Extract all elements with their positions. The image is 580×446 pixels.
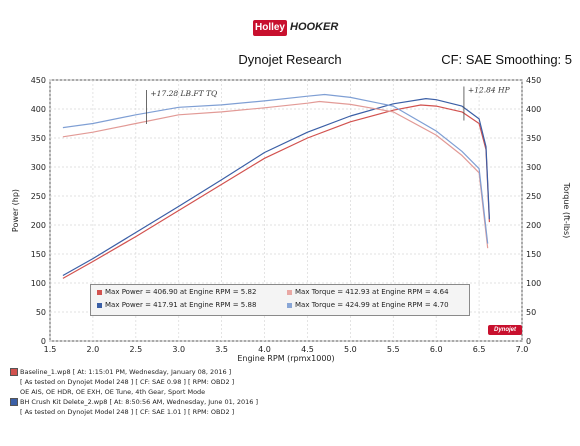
run-modified-file: BH Crush Kit Delete_2.wp8 [ At: 8:50:56 … xyxy=(10,397,258,407)
handwritten-annotation: +17.28 LB.FT TQ xyxy=(150,89,217,98)
y-tick-label-left: 50 xyxy=(36,308,46,317)
y-tick-label-right: 350 xyxy=(526,134,541,143)
holley-logo: Holley xyxy=(253,20,287,36)
x-tick-label: 1.5 xyxy=(44,345,57,354)
y-axis-label-left: Power (hp) xyxy=(11,189,20,232)
y-tick-label-right: 0 xyxy=(526,337,531,346)
dynojet-badge: Dynojet xyxy=(488,325,522,335)
run-info: Baseline_1.wp8 [ At: 1:15:01 PM, Wednesd… xyxy=(10,367,258,417)
run-modified-setup: [ As tested on Dynojet Model 248 ] [ CF:… xyxy=(20,408,235,416)
x-axis-label: Engine RPM (rpmx1000) xyxy=(237,354,334,363)
x-tick-label: 7.0 xyxy=(516,345,529,354)
x-tick-label: 5.0 xyxy=(344,345,357,354)
series-power-modified xyxy=(62,97,490,277)
y-tick-label-right: 150 xyxy=(526,250,541,259)
y-tick-label-right: 400 xyxy=(526,105,541,114)
x-tick-label: 3.0 xyxy=(172,345,185,354)
legend-row-baseline-torque: Max Torque = 412.93 at Engine RPM = 4.64 xyxy=(287,288,449,296)
y-tick-label-left: 0 xyxy=(41,337,46,346)
max-values-legend: Max Power = 406.90 at Engine RPM = 5.82 … xyxy=(90,284,470,316)
y-tick-label-left: 450 xyxy=(31,76,46,85)
series-power-baseline xyxy=(62,104,490,279)
y-tick-label-left: 350 xyxy=(31,134,46,143)
run-swatch-baseline xyxy=(10,368,18,376)
run-baseline-file: Baseline_1.wp8 [ At: 1:15:01 PM, Wednesd… xyxy=(10,367,258,377)
series-torque-baseline xyxy=(62,100,489,249)
y-tick-label-left: 150 xyxy=(31,250,46,259)
x-tick-label: 5.5 xyxy=(387,345,400,354)
y-tick-label-left: 100 xyxy=(31,279,46,288)
chart-title: Dynojet Research xyxy=(238,52,342,67)
y-tick-label-left: 300 xyxy=(31,163,46,172)
x-tick-label: 2.0 xyxy=(87,345,100,354)
legend-marker-modified-torque xyxy=(287,302,292,308)
y-tick-label-right: 200 xyxy=(526,221,541,230)
x-tick-label: 2.5 xyxy=(129,345,142,354)
y-tick-label-right: 100 xyxy=(526,279,541,288)
legend-row-baseline-power: Max Power = 406.90 at Engine RPM = 5.82 xyxy=(97,288,256,296)
y-tick-label-right: 450 xyxy=(526,76,541,85)
handwritten-annotation: +12.84 HP xyxy=(468,86,511,95)
y-tick-label-left: 400 xyxy=(31,105,46,114)
run-baseline-notes: OE AIS, OE HDR, OE EXH, OE Tune, 4th Gea… xyxy=(20,388,206,396)
series-torque-modified xyxy=(62,93,489,244)
y-tick-label-right: 300 xyxy=(526,163,541,172)
legend-marker-baseline xyxy=(97,289,102,295)
hooker-logo: HOOKER xyxy=(290,21,339,33)
y-tick-label-right: 50 xyxy=(526,308,536,317)
legend-row-modified-torque: Max Torque = 424.99 at Engine RPM = 4.70 xyxy=(287,301,449,309)
x-tick-label: 6.5 xyxy=(473,345,486,354)
run-baseline-setup: [ As tested on Dynojet Model 248 ] [ CF:… xyxy=(20,378,235,386)
y-tick-label-left: 200 xyxy=(31,221,46,230)
x-tick-label: 4.0 xyxy=(258,345,271,354)
legend-marker-modified xyxy=(97,302,102,308)
y-tick-label-left: 250 xyxy=(31,192,46,201)
cf-smoothing-label: CF: SAE Smoothing: 5 xyxy=(441,52,572,67)
legend-marker-baseline-torque xyxy=(287,289,292,295)
run-swatch-modified xyxy=(10,398,18,406)
x-tick-label: 3.5 xyxy=(215,345,228,354)
x-tick-label: 4.5 xyxy=(301,345,314,354)
y-tick-label-right: 250 xyxy=(526,192,541,201)
x-tick-label: 6.0 xyxy=(430,345,443,354)
y-axis-label-right: Torque (ft-lbs) xyxy=(562,182,571,239)
legend-row-modified-power: Max Power = 417.91 at Engine RPM = 5.88 xyxy=(97,301,256,309)
